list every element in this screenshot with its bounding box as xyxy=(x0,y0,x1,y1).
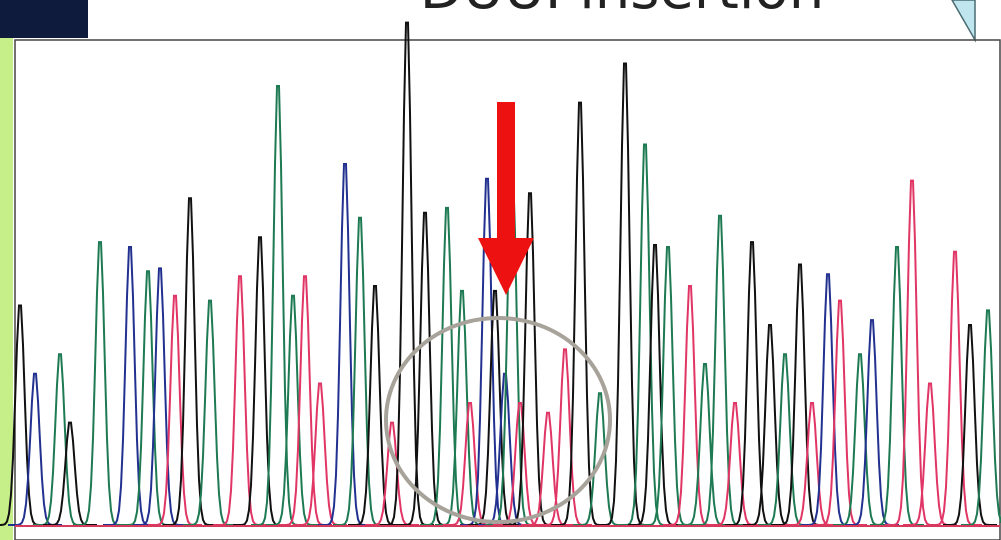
slide-title: DUUI insertion xyxy=(420,0,824,22)
side-strip xyxy=(0,38,13,540)
arrow-shaft xyxy=(497,102,515,242)
corner-block xyxy=(0,0,88,38)
slide: DUUI insertion xyxy=(0,0,1001,540)
